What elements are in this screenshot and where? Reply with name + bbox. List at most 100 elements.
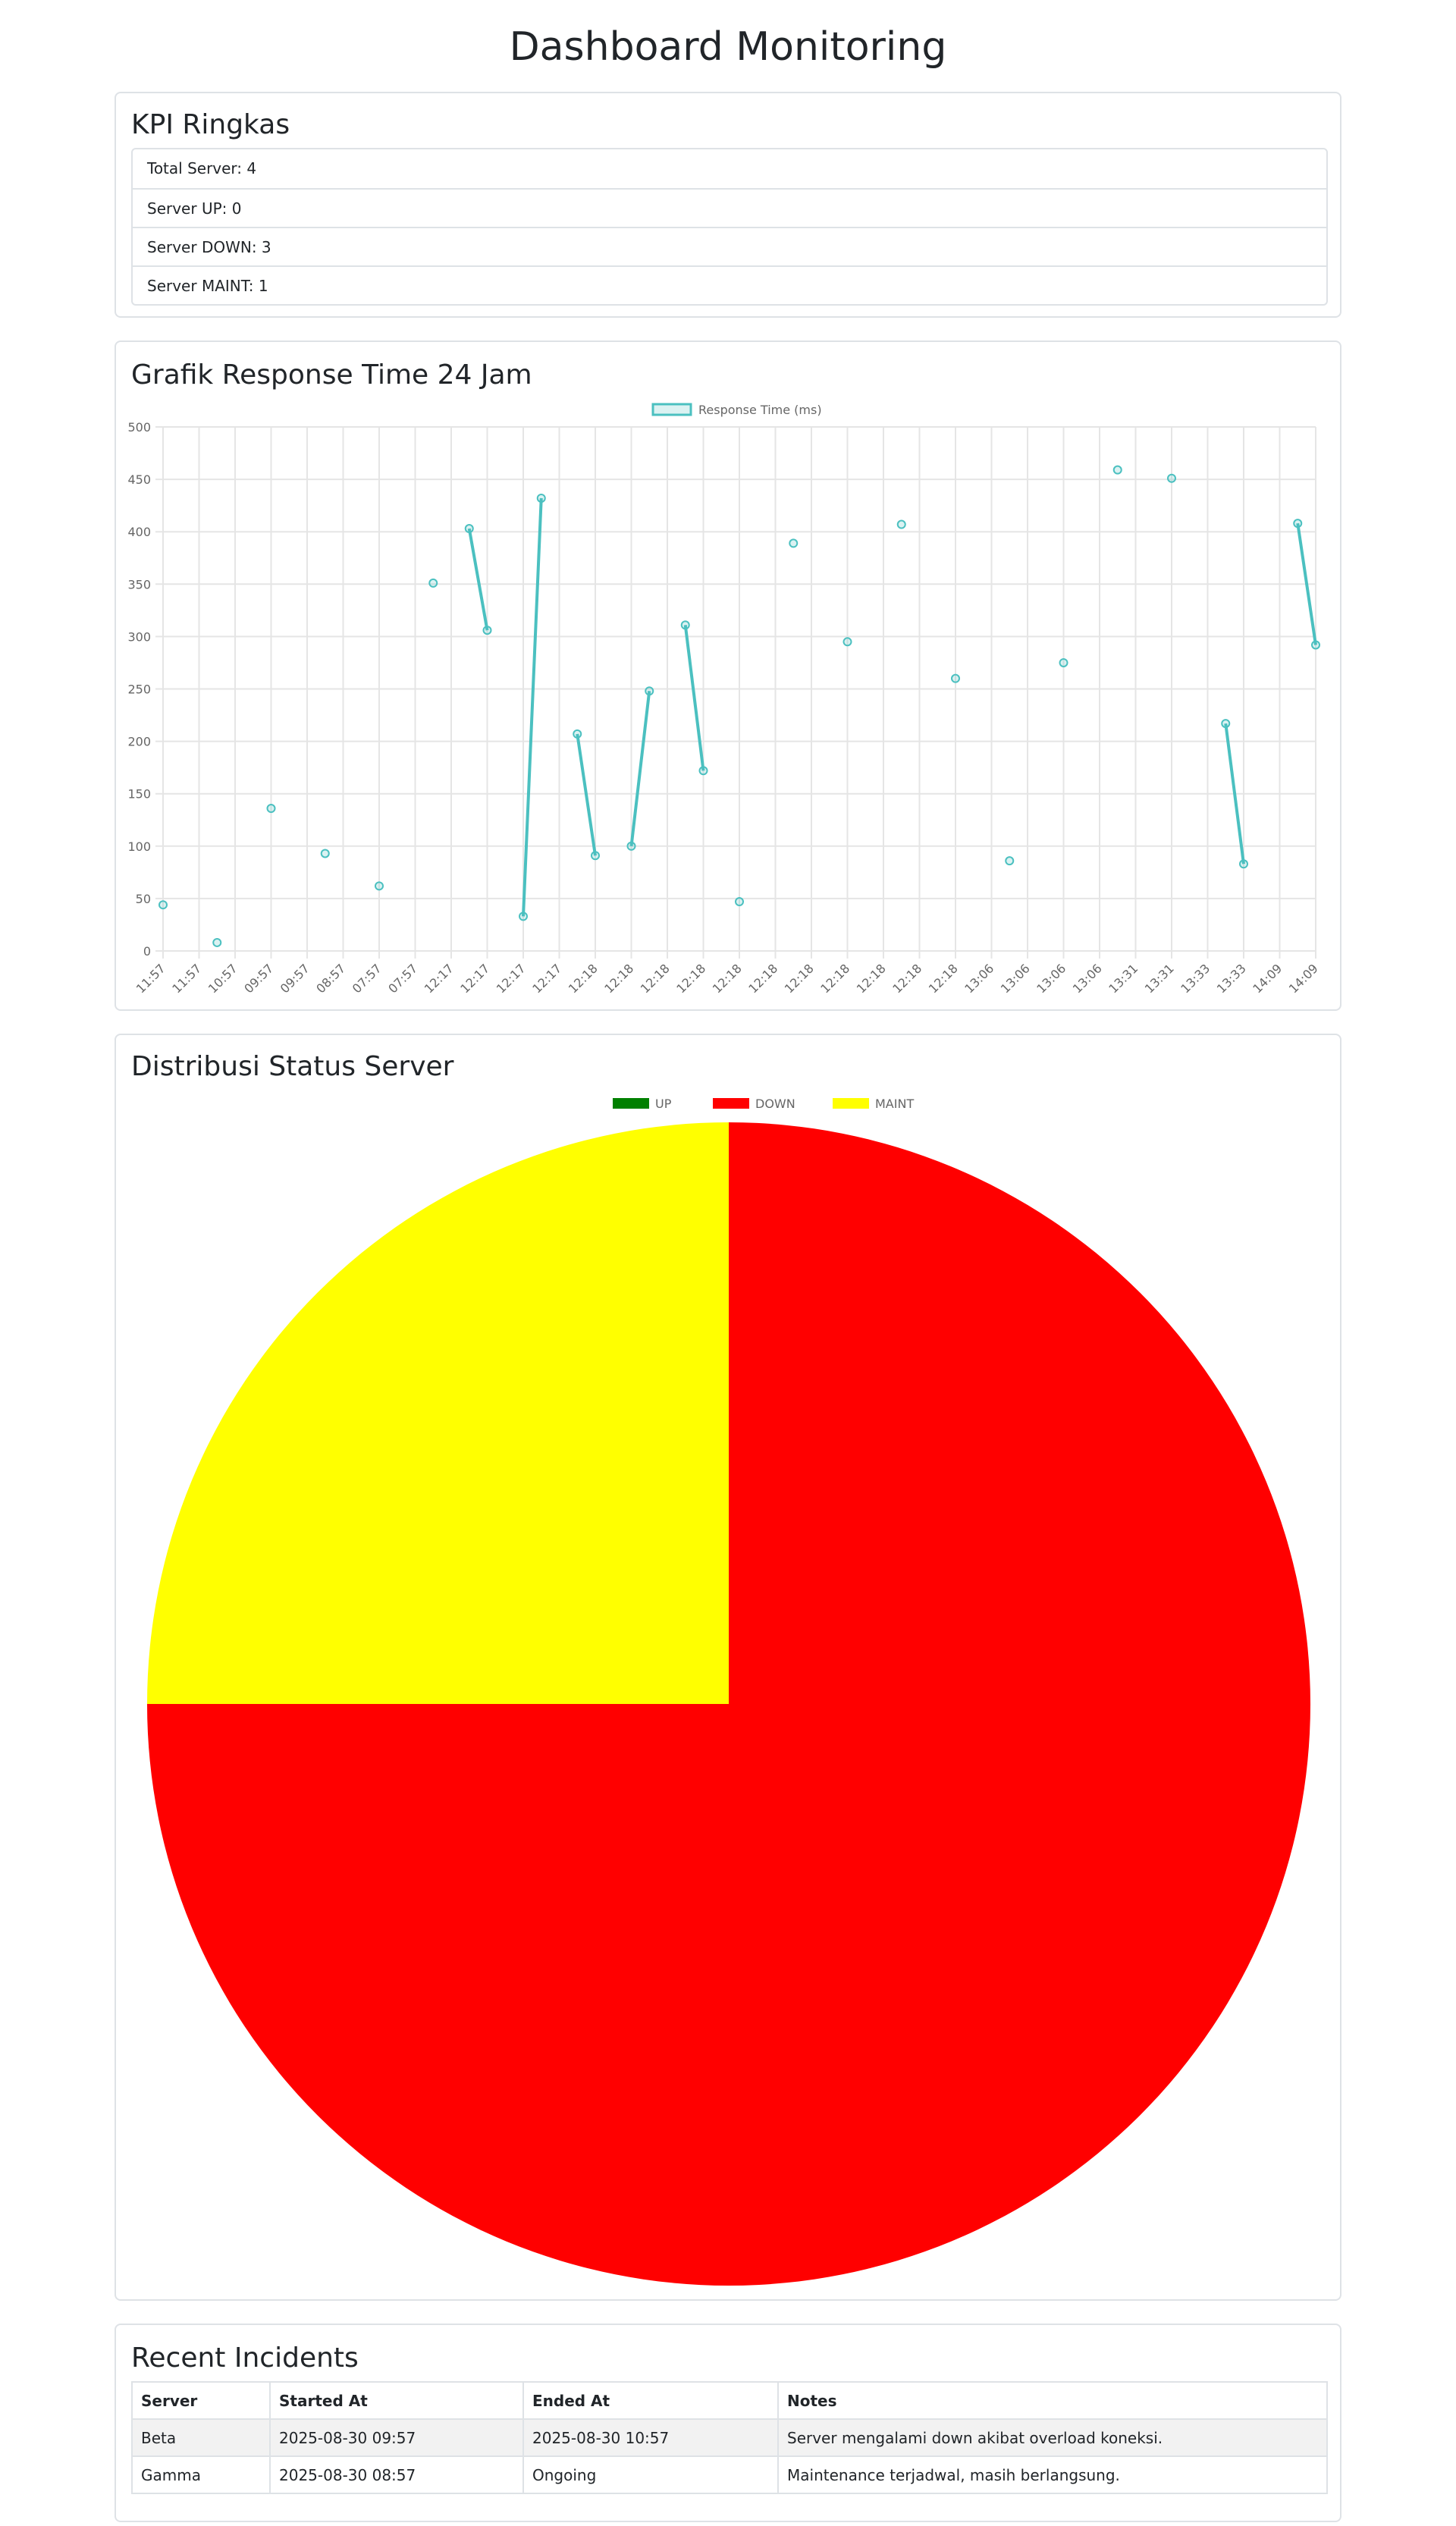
data-point xyxy=(789,538,799,548)
table-cell: Ongoing xyxy=(522,2455,779,2494)
pie-card: Distribusi Status Server UP DOWN MAINT xyxy=(115,1034,1341,2301)
x-tick-label: 13:31 xyxy=(1106,961,1141,996)
data-point xyxy=(735,897,744,907)
header-cell: Ended At xyxy=(522,2381,779,2420)
table-cell: Server mengalami down akibat overload ko… xyxy=(777,2418,1328,2457)
data-point xyxy=(1239,859,1248,869)
y-tick-label: 300 xyxy=(127,629,151,644)
data-point xyxy=(266,804,276,814)
data-point xyxy=(573,729,582,739)
line-segment xyxy=(1224,723,1245,864)
data-point xyxy=(1112,465,1122,475)
line-segment xyxy=(683,624,705,771)
data-point xyxy=(843,637,852,647)
data-point xyxy=(536,493,546,503)
table-cell: 2025-08-30 08:57 xyxy=(269,2455,524,2494)
card-title: Grafik Response Time 24 Jam xyxy=(131,359,532,391)
line-segment xyxy=(629,691,651,847)
x-tick-label: 11:57 xyxy=(133,961,168,996)
x-tick-label: 08:57 xyxy=(313,961,348,996)
x-tick-label: 12:18 xyxy=(854,961,889,996)
data-point xyxy=(1311,640,1320,650)
x-tick-label: 10:57 xyxy=(206,961,240,996)
header-cell: Server xyxy=(131,2381,271,2420)
x-tick-label: 12:17 xyxy=(529,961,564,996)
x-tick-label: 09:57 xyxy=(278,961,312,996)
x-tick-label: 12:17 xyxy=(494,961,529,996)
line-segment xyxy=(576,733,597,856)
x-tick-label: 12:18 xyxy=(601,961,636,996)
kpi-item: Server DOWN: 3 xyxy=(133,227,1326,265)
x-tick-label: 11:57 xyxy=(169,961,204,996)
pie-slice xyxy=(147,1122,729,1704)
x-tick-label: 12:18 xyxy=(673,961,708,996)
table-row: Beta 2025-08-30 09:57 2025-08-30 10:57 Serv… xyxy=(131,2418,1328,2457)
data-point xyxy=(212,937,222,947)
line-segment xyxy=(522,497,543,917)
data-point xyxy=(1293,519,1303,529)
kpi-item: Server MAINT: 1 xyxy=(133,265,1326,304)
kpi-list: Total Server: 4 Server UP: 0 Server DOWN: … xyxy=(131,148,1328,306)
x-tick-label: 13:06 xyxy=(962,961,996,996)
data-point xyxy=(375,881,384,891)
incidents-card: Recent Incidents Server Started At Ended A… xyxy=(115,2324,1341,2522)
y-tick-label: 50 xyxy=(136,892,151,906)
kpi-item: Total Server: 4 xyxy=(147,159,257,177)
page-title: Dashboard Monitoring xyxy=(509,24,947,70)
legend-swatch xyxy=(613,1098,649,1109)
header-cell: Notes xyxy=(777,2381,1328,2420)
x-tick-label: 12:18 xyxy=(566,961,601,996)
legend-swatch xyxy=(833,1098,869,1109)
x-tick-label: 12:18 xyxy=(782,961,817,996)
x-tick-label: 12:18 xyxy=(710,961,745,996)
legend-swatch xyxy=(713,1098,749,1109)
y-tick-label: 100 xyxy=(127,839,151,854)
x-tick-label: 13:31 xyxy=(1142,961,1177,996)
line-chart: 0 50 100 150 200 250 300 350 400 450 500 11:57 11:57… xyxy=(127,403,1321,996)
table-row: Gamma 2025-08-30 08:57 Ongoing Maintenance … xyxy=(131,2455,1328,2494)
y-tick-label: 350 xyxy=(127,577,151,591)
x-tick-label: 12:18 xyxy=(890,961,924,996)
x-tick-label: 13:06 xyxy=(998,961,1033,996)
data-point xyxy=(698,766,708,776)
x-tick-label: 12:18 xyxy=(745,961,780,996)
legend-swatch xyxy=(651,403,692,416)
x-tick-label: 12:18 xyxy=(817,961,852,996)
x-tick-label: 13:33 xyxy=(1214,961,1249,996)
legend-label: DOWN xyxy=(755,1097,795,1111)
data-point xyxy=(1005,856,1015,866)
x-tick-label: 14:09 xyxy=(1250,961,1285,996)
x-tick-label: 13:06 xyxy=(1034,961,1068,996)
y-tick-label: 150 xyxy=(127,787,151,802)
data-point xyxy=(591,851,600,861)
header-cell: Started At xyxy=(269,2381,524,2420)
line-segment xyxy=(467,528,489,631)
x-tick-label: 13:33 xyxy=(1178,961,1213,996)
x-tick-label: 12:18 xyxy=(926,961,961,996)
data-point xyxy=(896,519,906,529)
kpi-item: Server UP: 0 xyxy=(133,188,1326,227)
y-tick-label: 200 xyxy=(127,735,151,749)
data-point xyxy=(645,686,654,696)
line-segment xyxy=(1296,522,1317,645)
data-point xyxy=(320,849,330,858)
legend-label: UP xyxy=(655,1097,672,1111)
table-cell: Maintenance terjadwal, masih berlangsung… xyxy=(777,2455,1328,2494)
y-tick-label: 400 xyxy=(127,525,151,539)
x-tick-label: 09:57 xyxy=(241,961,276,996)
y-tick-label: 500 xyxy=(127,420,151,435)
y-tick-label: 0 xyxy=(143,944,151,959)
x-tick-label: 12:18 xyxy=(638,961,673,996)
card-title: Distribusi Status Server xyxy=(131,1051,454,1082)
x-tick-label: 13:06 xyxy=(1070,961,1105,996)
table-cell: 2025-08-30 10:57 xyxy=(522,2418,779,2457)
x-tick-label: 14:09 xyxy=(1286,961,1321,996)
x-tick-label: 12:17 xyxy=(457,961,492,996)
card-title: KPI Ringkas xyxy=(131,109,290,140)
incidents-table: Server Started At Ended At Notes Beta 2025-08… xyxy=(131,2381,1328,2494)
data-point xyxy=(1167,473,1176,483)
line-card: Grafik Response Time 24 Jam 0 50 100 150 200… xyxy=(115,340,1341,1011)
x-tick-label: 07:57 xyxy=(385,961,420,996)
